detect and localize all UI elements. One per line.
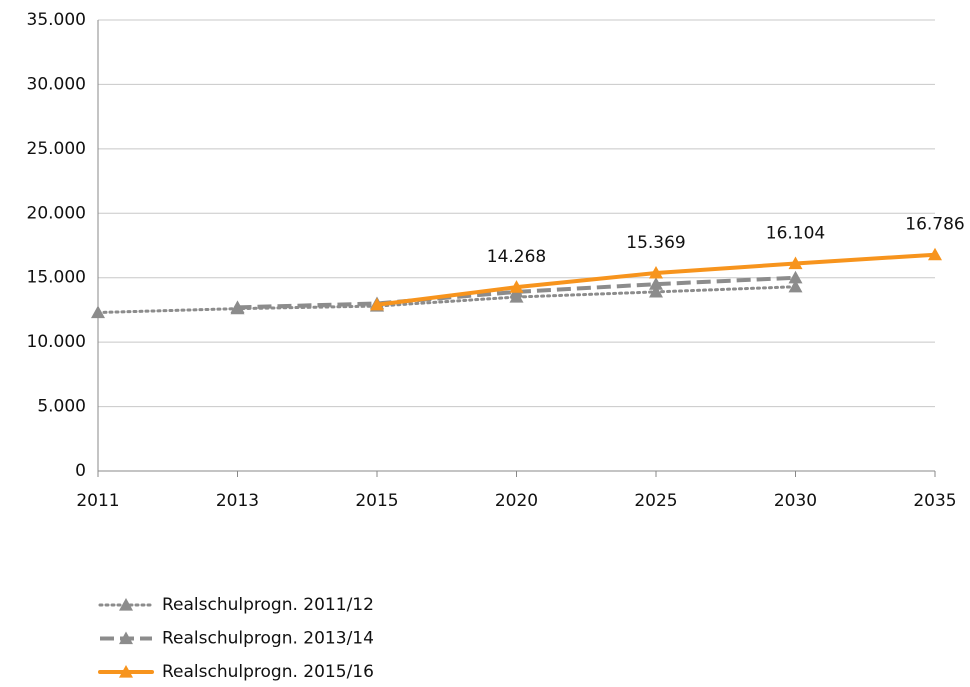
x-tick-label: 2025 (634, 491, 677, 511)
y-tick-label: 0 (75, 461, 86, 481)
y-tick-label: 30.000 (27, 74, 86, 94)
x-tick-label: 2013 (216, 491, 259, 511)
series-line (237, 275, 796, 310)
legend-marker (119, 665, 133, 678)
marker (370, 297, 384, 311)
x-tick-label: 2035 (913, 491, 956, 511)
y-tick-label: 5.000 (37, 397, 86, 417)
y-tick-label: 25.000 (27, 139, 86, 159)
marker (509, 280, 524, 293)
marker (230, 300, 245, 313)
marker (788, 270, 803, 284)
y-tick-label: 20.000 (27, 203, 86, 223)
legend-label: Realschulprogn. 2015/16 (162, 662, 374, 682)
marker (788, 256, 803, 270)
data-label: 14.268 (487, 247, 546, 267)
marker (649, 265, 663, 279)
legend-label: Realschulprogn. 2011/12 (162, 595, 374, 615)
marker (91, 305, 105, 319)
data-label: 16.104 (766, 223, 825, 243)
marker (788, 279, 803, 293)
marker (649, 277, 663, 290)
x-tick-label: 2020 (495, 491, 538, 511)
data-label: 15.369 (626, 233, 685, 253)
x-tick-label: 2015 (355, 491, 398, 511)
data-label: 16.786 (905, 215, 964, 235)
y-tick-label: 15.000 (27, 268, 86, 288)
y-tick-label: 10.000 (27, 332, 86, 352)
y-tick-label: 35.000 (27, 10, 86, 30)
x-tick-label: 2011 (76, 491, 119, 511)
marker (649, 284, 663, 298)
marker (928, 247, 942, 261)
x-tick-label: 2030 (774, 491, 817, 511)
legend-label: Realschulprogn. 2013/14 (162, 629, 374, 649)
legend-marker (119, 631, 133, 645)
legend-marker (119, 598, 133, 611)
series-line (96, 285, 797, 315)
